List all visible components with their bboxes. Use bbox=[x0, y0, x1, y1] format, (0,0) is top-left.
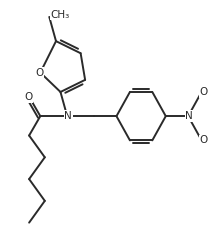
Text: CH₃: CH₃ bbox=[50, 9, 70, 20]
Text: O: O bbox=[24, 92, 32, 102]
Text: N: N bbox=[185, 111, 193, 121]
Text: O: O bbox=[35, 68, 43, 78]
Text: N: N bbox=[65, 111, 72, 121]
Text: O: O bbox=[200, 87, 208, 97]
Text: O: O bbox=[200, 135, 208, 145]
